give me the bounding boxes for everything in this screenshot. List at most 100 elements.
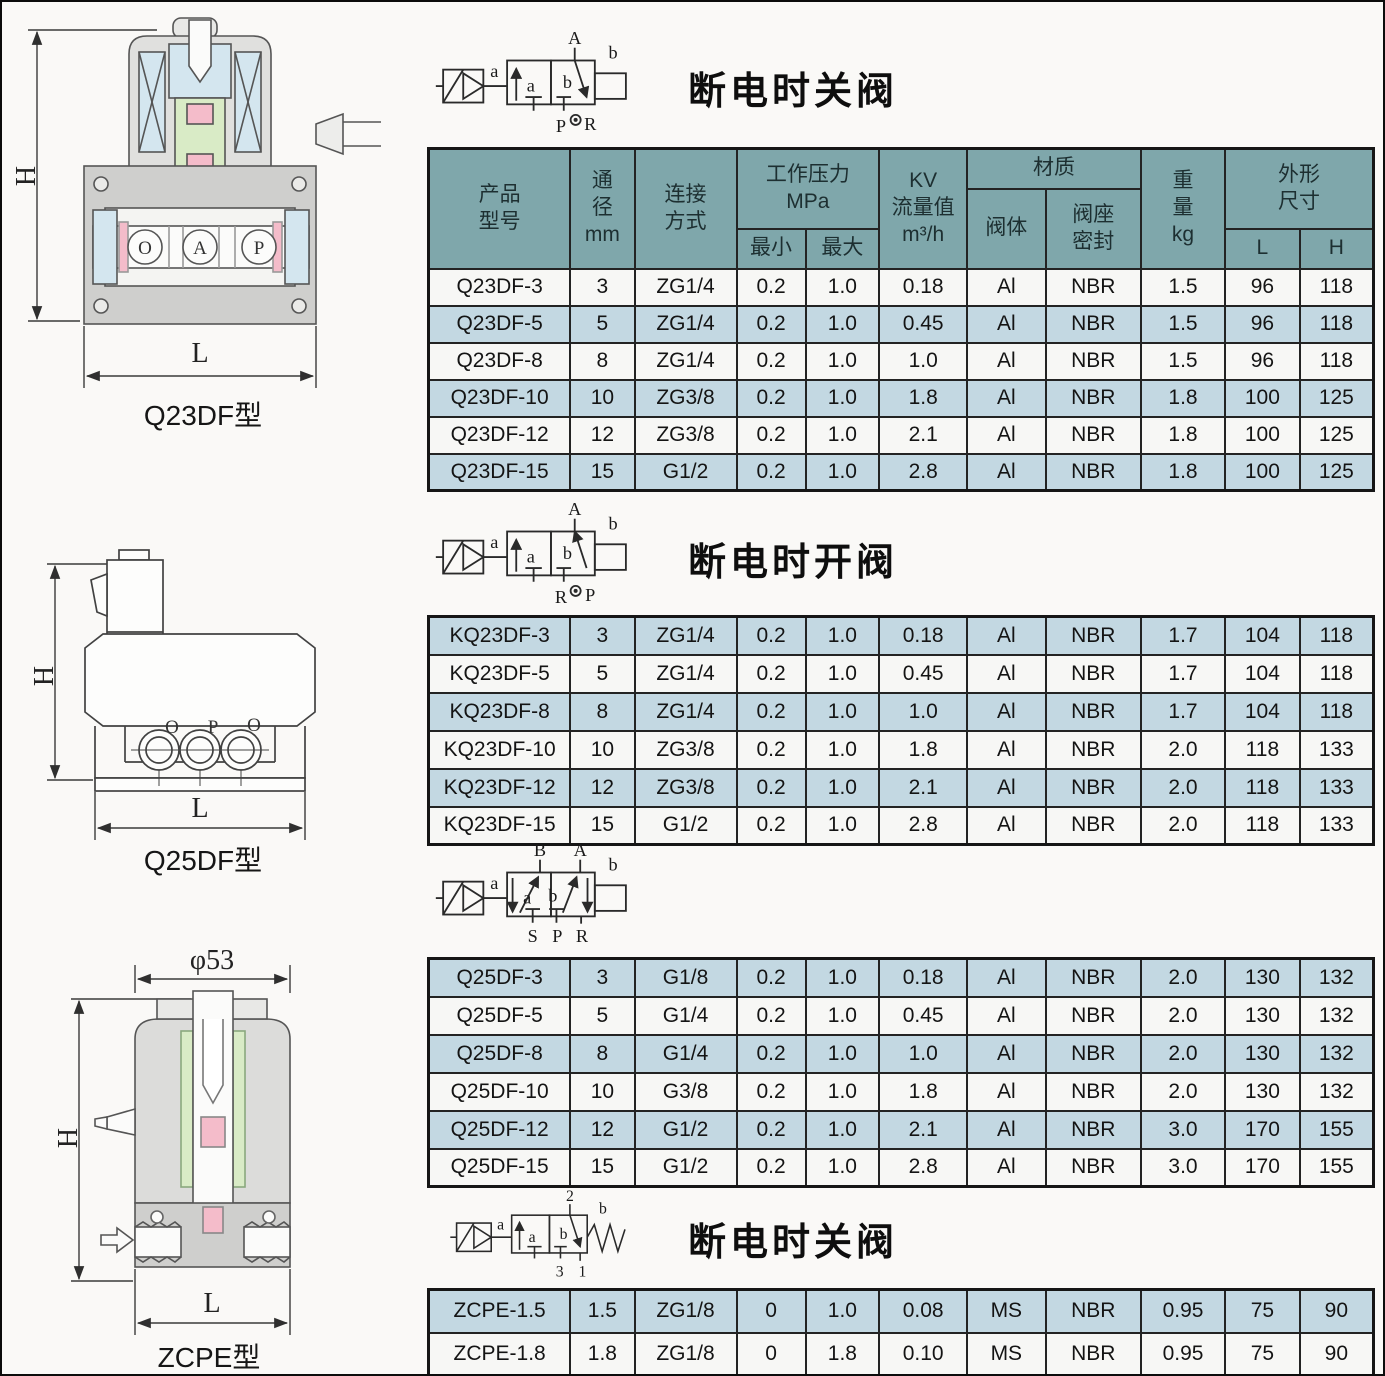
value-cell: 1.0 — [804, 267, 881, 307]
value-cell: ZG1/8 — [633, 1288, 738, 1334]
value-cell: 3 — [569, 615, 636, 656]
position-label: a — [527, 76, 535, 96]
value-cell: 125 — [1298, 415, 1375, 455]
value-cell: G1/2 — [633, 1147, 738, 1188]
value-cell: 96 — [1224, 341, 1301, 381]
port-label: P — [585, 585, 595, 605]
value-cell: G1/4 — [633, 995, 738, 1036]
value-cell: 118 — [1298, 691, 1375, 732]
value-cell: 2.0 — [1139, 1033, 1227, 1074]
value-cell: 5 — [569, 653, 636, 694]
valve-symbol-52: a B A b a b S P R — [435, 843, 627, 946]
value-cell: 0.08 — [878, 1288, 969, 1334]
section-title: 断电时关阀 — [688, 70, 899, 113]
diagram-q23df: O A P H L Q23DF型 — [7, 8, 422, 443]
position-label: b — [548, 886, 557, 906]
value-cell: 1.7 — [1139, 615, 1227, 656]
value-cell: NBR — [1044, 615, 1142, 656]
value-cell: 104 — [1224, 653, 1301, 694]
value-cell: NBR — [1044, 1288, 1142, 1334]
valve-section-drawing — [94, 990, 291, 1268]
value-cell: 132 — [1298, 995, 1375, 1036]
model-cell: KQ23DF-8 — [427, 691, 572, 732]
value-cell: NBR — [1044, 1147, 1142, 1188]
col-header-pressure: 工作压力 MPa — [735, 147, 881, 230]
model-cell: Q25DF-15 — [427, 1147, 572, 1188]
value-cell: 0.2 — [735, 805, 807, 846]
dim-label-h: H — [11, 166, 42, 186]
value-cell: Al — [966, 615, 1047, 656]
col-header-model: 产品 型号 — [427, 147, 572, 270]
port-label: R — [576, 926, 589, 946]
value-cell: ZG1/4 — [633, 267, 738, 307]
port-label: b — [599, 1201, 607, 1218]
diagram-q25df: O P O H L Q25DF型 — [7, 528, 422, 885]
spec-table-q25df: Q25DF-3 3 G1/8 0.2 1.0 0.18 Al NBR 2.0 130 132 Q25D… — [427, 957, 1375, 1188]
value-cell: 8 — [569, 691, 636, 732]
value-cell: NBR — [1044, 1071, 1142, 1112]
col-header-connection: 连接 方式 — [633, 147, 738, 270]
table-row: Q23DF-5 5 ZG1/4 0.2 1.0 0.45 Al NBR 1.5 96 118 — [427, 304, 1375, 344]
dimension-lines — [28, 29, 317, 388]
value-cell: 90 — [1298, 1331, 1375, 1374]
model-cell: KQ23DF-10 — [427, 729, 572, 770]
value-cell: 1.0 — [804, 378, 881, 418]
value-cell: 104 — [1224, 691, 1301, 732]
valve-symbol-32-spring: a 2 b a b 3 1 — [450, 1190, 626, 1281]
value-cell: NBR — [1044, 452, 1142, 492]
value-cell: 118 — [1224, 767, 1301, 808]
value-cell: NBR — [1044, 378, 1142, 418]
value-cell: 1.0 — [804, 304, 881, 344]
value-cell: 75 — [1224, 1331, 1301, 1374]
value-cell: 118 — [1298, 304, 1375, 344]
value-cell: 2.1 — [878, 1109, 969, 1150]
value-cell: 0.18 — [878, 267, 969, 307]
value-cell: 0.2 — [735, 452, 807, 492]
value-cell: Al — [966, 1033, 1047, 1074]
value-cell: 100 — [1224, 378, 1301, 418]
port-label: 1 — [579, 1264, 587, 1281]
value-cell: G1/4 — [633, 1033, 738, 1074]
value-cell: ZG1/4 — [633, 304, 738, 344]
value-cell: NBR — [1044, 805, 1142, 846]
model-cell: Q25DF-12 — [427, 1109, 572, 1150]
col-header-weight: 重 量 kg — [1139, 147, 1227, 270]
section-header-q25df: a B A b a b S P R — [434, 843, 688, 952]
value-cell: 118 — [1298, 653, 1375, 694]
value-cell: 130 — [1224, 1071, 1301, 1112]
model-cell: Q25DF-10 — [427, 1071, 572, 1112]
value-cell: 2.1 — [878, 415, 969, 455]
diagram-zcpe: φ53 H L ZCPE型 — [7, 935, 422, 1374]
valve-section-drawing — [83, 17, 381, 325]
value-cell: 132 — [1298, 1033, 1375, 1074]
value-cell: Al — [966, 1109, 1047, 1150]
value-cell: 0.2 — [735, 691, 807, 732]
value-cell: 130 — [1224, 995, 1301, 1036]
dim-label-l: L — [191, 793, 208, 824]
port-label: P — [254, 238, 265, 259]
value-cell: 1.0 — [804, 1033, 881, 1074]
value-cell: Al — [966, 378, 1047, 418]
section-header-kq23df: a A b a b R P 断电时开阀 — [434, 502, 898, 614]
position-label: a — [529, 1229, 536, 1246]
position-label: a — [523, 888, 531, 908]
col-header-dn: 通 径 mm — [569, 147, 636, 270]
value-cell: Al — [966, 304, 1047, 344]
value-cell: 0.2 — [735, 767, 807, 808]
section-title: 断电时关阀 — [688, 1221, 899, 1264]
value-cell: 133 — [1298, 805, 1375, 846]
value-cell: 2.8 — [878, 805, 969, 846]
value-cell: 0.2 — [735, 1071, 807, 1112]
value-cell: G1/2 — [633, 805, 738, 846]
value-cell: 10 — [569, 1071, 636, 1112]
value-cell: 3 — [569, 267, 636, 307]
value-cell: 100 — [1224, 415, 1301, 455]
value-cell: MS — [966, 1288, 1047, 1334]
value-cell: 0.2 — [735, 378, 807, 418]
table-row: KQ23DF-5 5 ZG1/4 0.2 1.0 0.45 Al NBR 1.7 104 118 — [427, 653, 1375, 694]
value-cell: 1.0 — [804, 415, 881, 455]
symbol-labels: a 2 b a b 3 1 — [497, 1190, 607, 1281]
value-cell: 1.8 — [804, 1331, 881, 1374]
table-row: ZCPE-1.8 1.8 ZG1/8 0 1.8 0.10 MS NBR 0.95 75 90 — [427, 1331, 1375, 1374]
value-cell: NBR — [1044, 1109, 1142, 1150]
